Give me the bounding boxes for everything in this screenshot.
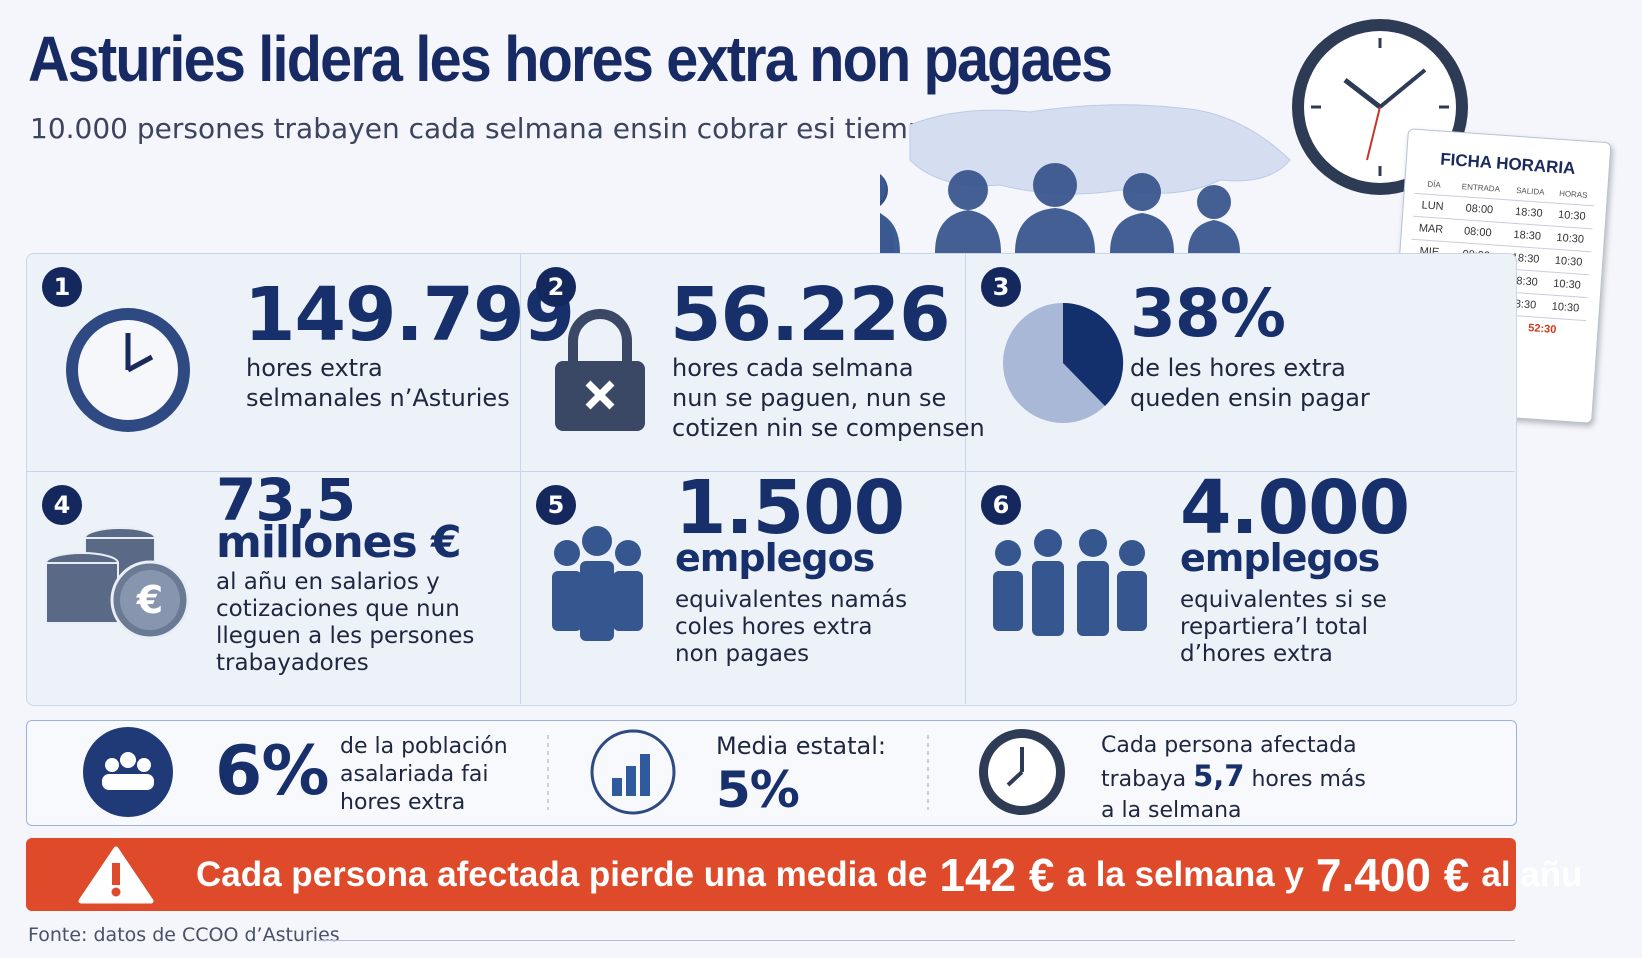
highlight-value: 6% — [215, 732, 329, 811]
text-line: non pagaes — [675, 641, 810, 667]
stat-unit: emplegos — [1180, 536, 1380, 580]
text-line: Cada persona afectada — [1101, 733, 1357, 758]
text-line: hores cada selmana — [672, 354, 914, 382]
text-line: hores extra — [246, 354, 383, 382]
cell: 10:30 — [1549, 202, 1595, 229]
number-badge: 4 — [42, 485, 82, 525]
stat-text: hores extra selmanales n’Asturies — [246, 353, 510, 413]
cell: LUN — [1412, 193, 1453, 219]
text: hores más — [1251, 767, 1366, 792]
stat-unit: emplegos — [675, 536, 875, 580]
text-line: coles hores extra — [675, 614, 873, 640]
banner: Cada persona afectada pierde una media d… — [26, 838, 1583, 911]
stats-panel — [26, 253, 1517, 706]
text-line: equivalentes si se — [1180, 587, 1387, 613]
text-line: hores extra — [340, 790, 466, 815]
stat-text: equivalentes si se repartiera’l total d’ho… — [1180, 587, 1387, 668]
cell: 10:30 — [1544, 271, 1590, 298]
banner-number: 7.400 € — [1315, 848, 1470, 901]
stat-value: 1.500 — [675, 465, 905, 551]
text-line: cotizaciones que nun — [216, 596, 460, 622]
text-line: al añu en salarios y — [216, 569, 440, 595]
highlights-panel — [26, 720, 1517, 826]
number-badge: 6 — [981, 485, 1021, 525]
stat-unit: millones € — [216, 517, 462, 568]
cell: MAR — [1411, 216, 1451, 242]
euro-icon: € — [136, 578, 163, 622]
cell: 10:30 — [1543, 294, 1588, 321]
stat-value: 73,5 — [216, 466, 356, 534]
highlight-number: 5,7 — [1193, 759, 1245, 793]
text-line: selmanales n’Asturies — [246, 384, 510, 412]
cell: 18:30 — [1504, 222, 1550, 249]
stat-value: 38% — [1130, 275, 1286, 352]
text-line: cotizen nin se compensen — [672, 414, 985, 442]
warning-icon — [78, 846, 154, 904]
stat-icons: € — [45, 302, 1147, 641]
column-header: DÍA — [1414, 173, 1454, 196]
highlight-icons — [83, 727, 1065, 817]
highlight-value: 5% — [716, 761, 800, 819]
divider — [965, 253, 966, 704]
stat-text: hores cada selmana nun se paguen, nun se c… — [672, 353, 985, 443]
stat-text: al añu en salarios y cotizaciones que nun… — [216, 569, 474, 677]
cell: 18:30 — [1506, 199, 1552, 226]
cell: 10:30 — [1547, 225, 1593, 252]
text-line: repartiera’l total — [1180, 614, 1368, 640]
stat-text: equivalentes namás coles hores extra non p… — [675, 587, 907, 668]
highlight-text: de la población asalariada fai hores ext… — [340, 733, 508, 817]
text-line: lleguen a les persones — [216, 623, 475, 649]
text: trabaya — [1101, 767, 1187, 792]
text-line: trabaya 5,7 hores más — [1101, 761, 1366, 795]
rule — [318, 940, 1515, 941]
text-line: equivalentes namás — [675, 587, 908, 613]
divider — [26, 471, 1515, 472]
cell: 10:30 — [1546, 248, 1591, 275]
text-line: asalariada fai — [340, 762, 489, 787]
text-line: trabayadores — [216, 650, 369, 676]
text-line: d’hores extra — [1180, 641, 1333, 667]
subtitle: 10.000 persones trabayen cada selmana en… — [30, 112, 944, 145]
text-line: queden ensin pagar — [1130, 384, 1370, 412]
text-line: de les hores extra — [1130, 354, 1346, 382]
text: al añu — [1481, 854, 1583, 894]
text-line: a la selmana — [1101, 798, 1242, 823]
number-badge: 3 — [981, 267, 1021, 307]
divider — [520, 253, 521, 704]
stat-text: de les hores extra queden ensin pagar — [1130, 353, 1370, 413]
title: Asturies lidera les hores extra non paga… — [28, 23, 1113, 95]
text: Cada persona afectada pierde una media d… — [196, 854, 928, 894]
text-line: de la población — [340, 734, 508, 759]
highlight-label: Media estatal: — [716, 732, 886, 760]
number-badge: 1 — [42, 267, 82, 307]
number-badge: 2 — [536, 267, 576, 307]
source: Fonte: datos de CCOO d’Asturies — [28, 924, 340, 946]
highlight-text: Cada persona afectada trabaya 5,7 hores … — [1101, 730, 1366, 826]
text: a la selmana y — [1066, 854, 1304, 894]
text-line: nun se paguen, nun se — [672, 384, 947, 412]
stat-value: 4.000 — [1180, 465, 1410, 551]
banner-text: Cada persona afectada pierde una media d… — [196, 838, 1583, 911]
number-badge: 5 — [536, 485, 576, 525]
stat-value: 149.799 — [244, 272, 575, 358]
stat-value: 56.226 — [670, 272, 951, 358]
banner-number: 142 € — [939, 848, 1055, 901]
